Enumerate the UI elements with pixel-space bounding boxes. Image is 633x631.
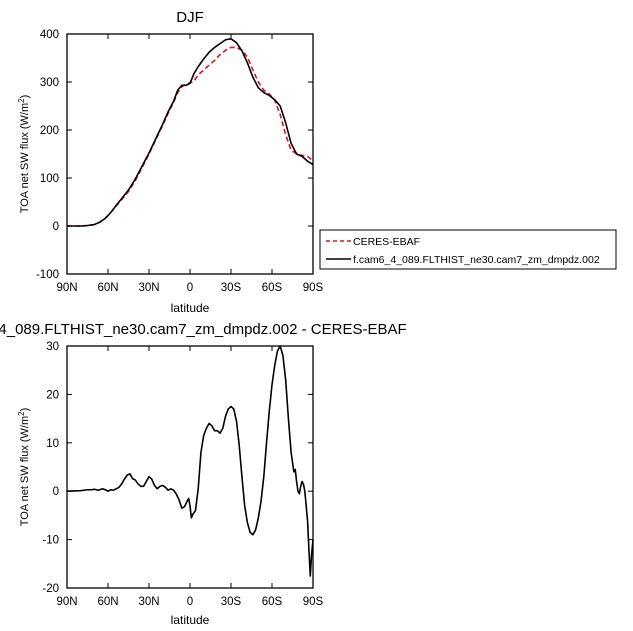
bottom-chart-ytick-label: 20	[46, 389, 59, 401]
bottom-chart-ytick-label: 30	[46, 341, 59, 353]
top-chart-axes: 90N 60N 30N 0 30S 60S 90S -100 0 100 200 300 400	[36, 29, 324, 294]
bottom-chart-xlabel: latitude	[171, 613, 210, 627]
top-chart-series	[67, 37, 314, 227]
top-chart-xtick-label: 60N	[97, 282, 118, 294]
bottom-chart-xtick-label: 60N	[97, 596, 118, 608]
top-chart-ytick-label: -100	[36, 269, 59, 281]
top-chart-xtick-label: 0	[187, 282, 193, 294]
bottom-chart-xtick-label: 60S	[262, 596, 283, 608]
legend-model-label: f.cam6_4_089.FLTHIST_ne30.cam7_zm_dmpdz.…	[353, 254, 600, 266]
top-chart-xlabel: latitude	[171, 301, 210, 315]
legend-box	[319, 229, 617, 270]
bottom-chart-axes: 90N 60N 30N 0 30S 60S 90S -20 -10 0 10 20 30	[42, 341, 323, 608]
top-chart: DJF 90N 60N 30N 0 30S 60S 90S -100 0 100 200 300 400…	[17, 9, 324, 315]
top-chart-ytick-label: 100	[40, 173, 59, 185]
top-chart-ytick-label: 300	[40, 77, 59, 89]
legend: CERES-EBAF f.cam6_4_089.FLTHIST_ne30.cam…	[319, 229, 617, 270]
bottom-chart-title: n6_4_089.FLTHIST_ne30.cam7_zm_dmpdz.002 …	[0, 321, 407, 338]
bottom-chart-xtick-label: 30S	[221, 596, 242, 608]
top-chart-ylabel: TOA net SW flux (W/m2)	[17, 95, 31, 214]
top-chart-ytick-label: 400	[40, 29, 59, 41]
top-chart-xtick-label: 90S	[303, 282, 324, 294]
bottom-chart-ylabel: TOA net SW flux (W/m2)	[17, 408, 31, 527]
top-chart-title: DJF	[176, 9, 204, 26]
top-chart-frame	[66, 33, 314, 275]
bottom-chart-xtick-label: 90N	[56, 596, 77, 608]
bottom-chart-series-line-1	[66, 345, 314, 577]
top-chart-ytick-label: 0	[53, 221, 59, 233]
top-chart-xtick-label: 30S	[221, 282, 242, 294]
bottom-chart-xtick-label: 30N	[138, 596, 159, 608]
top-chart-xtick-label: 90N	[56, 282, 77, 294]
bottom-chart-ytick-label: 0	[53, 486, 59, 498]
bottom-chart-ytick-label: 10	[46, 438, 59, 450]
top-chart-ytick-label: 200	[40, 125, 59, 137]
top-chart-xtick-label: 30N	[138, 282, 159, 294]
top-chart-series-line-2	[67, 37, 314, 227]
bottom-chart: n6_4_089.FLTHIST_ne30.cam7_zm_dmpdz.002 …	[0, 321, 407, 627]
bottom-chart-series	[66, 345, 314, 577]
top-chart-xtick-label: 60S	[262, 282, 283, 294]
bottom-chart-ytick-label: -10	[42, 535, 59, 547]
bottom-chart-xtick-label: 0	[187, 596, 193, 608]
bottom-chart-frame	[66, 345, 314, 589]
bottom-chart-xtick-label: 90S	[303, 596, 324, 608]
legend-ceres-label: CERES-EBAF	[353, 236, 420, 248]
bottom-chart-ytick-label: -20	[42, 583, 59, 595]
top-chart-series-line-1	[67, 46, 314, 227]
